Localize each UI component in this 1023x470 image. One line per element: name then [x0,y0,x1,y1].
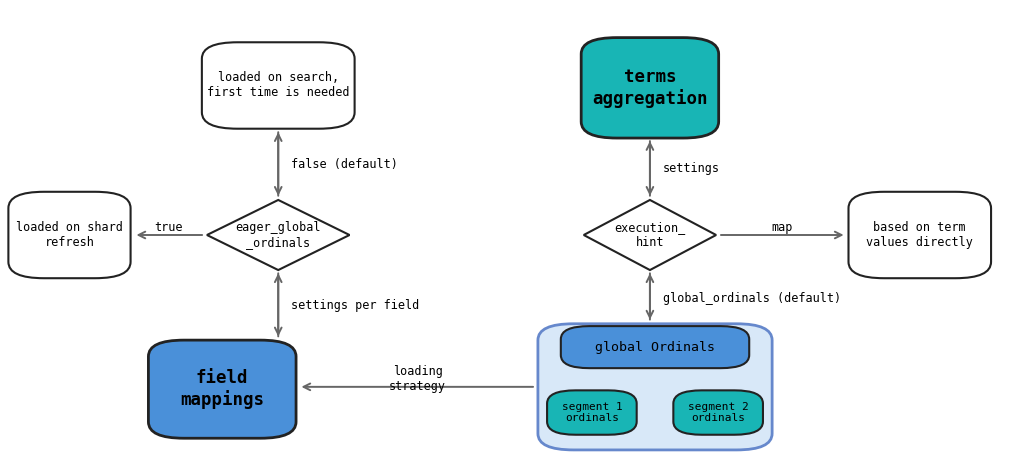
Text: field
mappings: field mappings [180,369,264,409]
Text: loading
strategy: loading strategy [389,365,446,393]
FancyBboxPatch shape [848,192,991,278]
Text: execution_
hint: execution_ hint [614,221,685,249]
FancyBboxPatch shape [8,192,131,278]
FancyBboxPatch shape [561,326,749,368]
Text: global_ordinals (default): global_ordinals (default) [663,291,841,305]
FancyBboxPatch shape [202,42,355,129]
FancyBboxPatch shape [148,340,296,438]
Text: map: map [771,221,793,235]
FancyBboxPatch shape [547,391,636,435]
Text: settings: settings [663,162,720,175]
Text: based on term
values directly: based on term values directly [866,221,973,249]
Text: true: true [154,221,182,235]
Text: terms
aggregation: terms aggregation [592,68,708,108]
Text: segment 2
ordinals: segment 2 ordinals [687,402,749,423]
Text: global Ordinals: global Ordinals [595,341,715,353]
Polygon shape [584,200,716,270]
Text: segment 1
ordinals: segment 1 ordinals [562,402,622,423]
Text: settings per field: settings per field [292,298,419,312]
Polygon shape [207,200,350,270]
FancyBboxPatch shape [581,38,719,138]
Text: eager_global
_ordinals: eager_global _ordinals [235,221,321,249]
Text: loaded on shard
refresh: loaded on shard refresh [16,221,123,249]
FancyBboxPatch shape [538,324,772,450]
Text: false (default): false (default) [292,158,398,172]
FancyBboxPatch shape [673,391,763,435]
Text: loaded on search,
first time is needed: loaded on search, first time is needed [207,71,350,100]
